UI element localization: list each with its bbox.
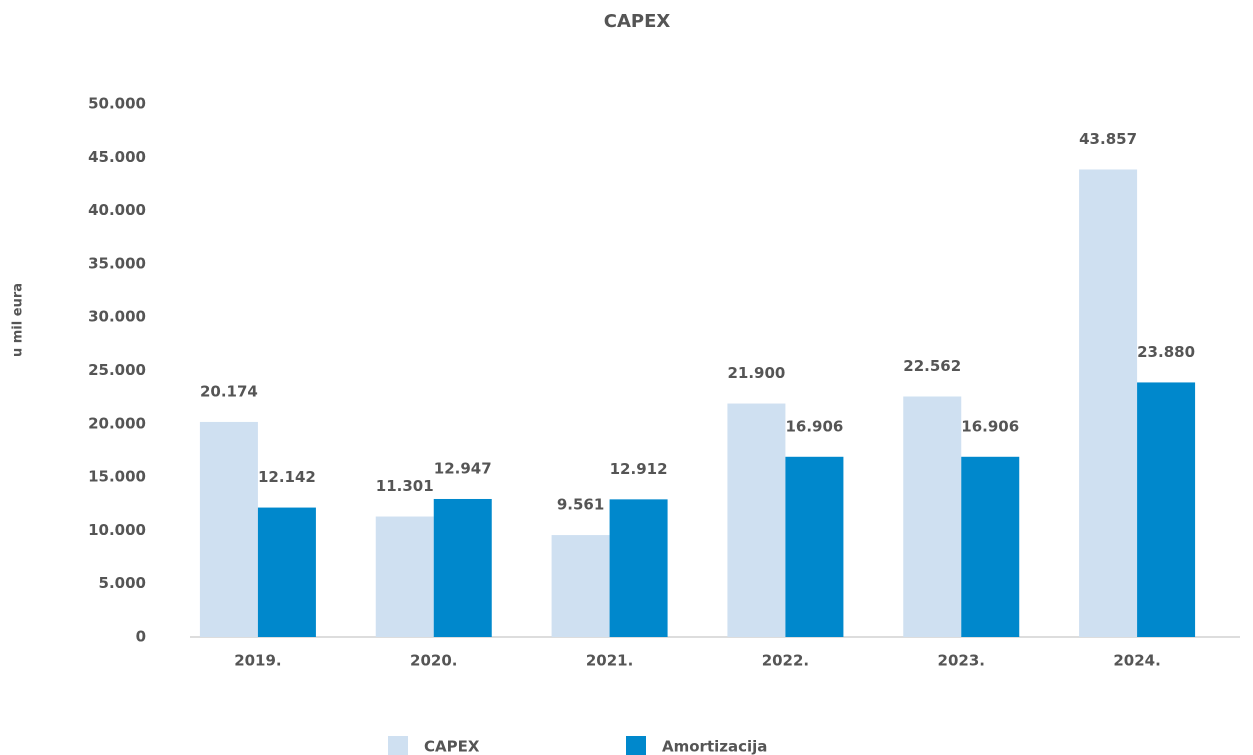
value-label: 21.900 bbox=[727, 364, 785, 382]
legend-swatch bbox=[388, 736, 408, 755]
legend-swatch bbox=[626, 736, 646, 755]
y-tick-label: 10.000 bbox=[88, 521, 146, 539]
value-label: 11.301 bbox=[376, 477, 434, 495]
value-label: 16.906 bbox=[785, 417, 843, 435]
y-tick-label: 25.000 bbox=[88, 361, 146, 379]
x-tick-label: 2021. bbox=[586, 652, 633, 670]
bar bbox=[961, 456, 1020, 637]
bar bbox=[785, 456, 844, 637]
x-tick-label: 2019. bbox=[234, 652, 281, 670]
bar bbox=[433, 498, 492, 637]
y-tick-label: 30.000 bbox=[88, 308, 146, 326]
value-label: 22.562 bbox=[903, 357, 961, 375]
y-axis-label: u mil eura bbox=[11, 283, 26, 357]
x-tick-label: 2020. bbox=[410, 652, 457, 670]
legend-label: Amortizacija bbox=[662, 738, 767, 755]
value-label: 12.912 bbox=[610, 460, 668, 478]
value-label: 12.947 bbox=[434, 459, 492, 477]
bar bbox=[257, 507, 316, 637]
value-label: 9.561 bbox=[557, 496, 604, 514]
x-tick-label: 2023. bbox=[938, 652, 985, 670]
bar bbox=[903, 396, 962, 637]
legend-label: CAPEX bbox=[424, 738, 480, 755]
x-tick-label: 2024. bbox=[1113, 652, 1160, 670]
bar bbox=[199, 421, 258, 637]
x-tick-label: 2022. bbox=[762, 652, 809, 670]
value-label: 43.857 bbox=[1079, 130, 1137, 148]
y-tick-label: 15.000 bbox=[88, 468, 146, 486]
value-label: 12.142 bbox=[258, 468, 316, 486]
value-label: 23.880 bbox=[1137, 343, 1195, 361]
value-label: 20.174 bbox=[200, 382, 258, 400]
y-tick-label: 20.000 bbox=[88, 414, 146, 432]
y-tick-label: 45.000 bbox=[88, 148, 146, 166]
y-tick-label: 50.000 bbox=[88, 95, 146, 113]
y-tick-label: 5.000 bbox=[99, 574, 146, 592]
y-tick-label: 40.000 bbox=[88, 201, 146, 219]
chart-title: CAPEX bbox=[604, 11, 671, 32]
y-tick-label: 0 bbox=[136, 628, 146, 646]
bar bbox=[727, 403, 786, 637]
bar bbox=[1079, 169, 1138, 637]
y-tick-label: 35.000 bbox=[88, 254, 146, 272]
bar bbox=[375, 516, 434, 637]
value-label: 16.906 bbox=[961, 417, 1019, 435]
bar bbox=[609, 499, 668, 637]
bar bbox=[551, 535, 610, 637]
bar bbox=[1137, 382, 1196, 637]
